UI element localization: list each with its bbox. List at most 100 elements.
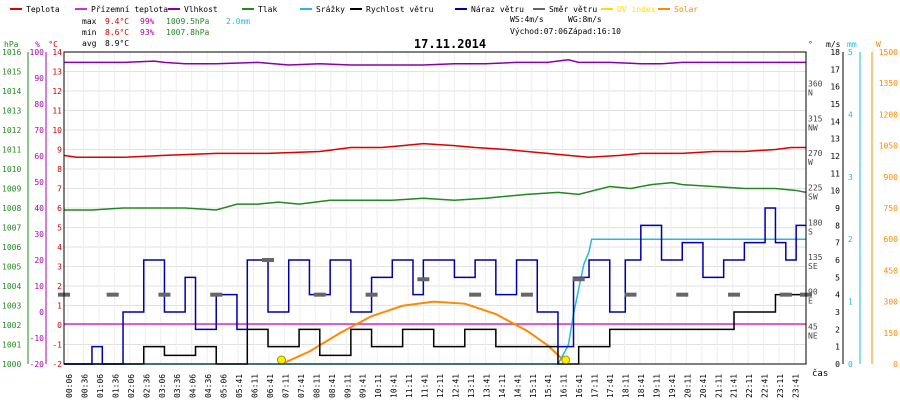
stats-temp: 9.4°C: [105, 17, 129, 26]
tick-label-hpa: 1010: [2, 165, 21, 174]
series-line-teplota: [63, 142, 806, 159]
stats-label: avg: [82, 39, 97, 48]
tick-label-ms: 10: [830, 187, 840, 196]
tick-label-hpa: 1000: [2, 360, 21, 369]
x-tick-label: 21:41: [730, 374, 739, 398]
legend: Teplota Přízemní teplota Vlhkost Tlak Srážky…: [10, 5, 698, 14]
tick-label-degc: 11: [52, 107, 62, 116]
stats-label: min: [82, 28, 97, 37]
tick-label-degc: 3: [57, 263, 62, 272]
tick-label-wm2: 900: [884, 173, 899, 182]
tick-label-pct: -10: [30, 334, 45, 343]
x-tick-label: 01:06: [96, 374, 105, 398]
legend-swatch: [10, 8, 22, 10]
x-tick-label: 23:41: [792, 374, 801, 398]
sunrise-label: Východ:07:06: [510, 27, 568, 36]
x-tick-label: 07:11: [281, 374, 290, 398]
tick-label-degc: 2: [57, 282, 62, 291]
tick-label-degc: 7: [57, 185, 62, 194]
stats-temp: 8.6°C: [105, 28, 129, 37]
tick-label-pct: 60: [34, 152, 44, 161]
tick-label-ms: 6: [835, 256, 840, 265]
legend-swatch: [168, 8, 180, 10]
stats-humidity: 93%: [140, 28, 155, 37]
axis-unit-degc: °C: [48, 40, 58, 49]
x-tick-label: 07:41: [297, 374, 306, 398]
tick-label-degc: 14: [52, 48, 62, 57]
tick-label-pct: 70: [34, 126, 44, 135]
tick-label-degc: 4: [57, 243, 62, 252]
tick-label-ms: 11: [830, 169, 840, 178]
x-tick-label: 05:06: [220, 374, 229, 398]
tick-label-dir: SE: [808, 262, 818, 271]
sunset-label: Západ:16:10: [568, 27, 621, 36]
legend-label: Náraz větru: [471, 5, 524, 14]
tick-label-pct: 0: [39, 308, 44, 317]
axis-unit-wm2: W: [876, 40, 881, 49]
x-tick-label: 09:11: [343, 374, 352, 398]
tick-label-pct: 50: [34, 178, 44, 187]
x-tick-label: 10:11: [374, 374, 383, 398]
tick-label-dir: SW: [808, 193, 818, 202]
tick-label-pct: 80: [34, 100, 44, 109]
tick-label-ms: 5: [835, 273, 840, 282]
tick-label-ms: 15: [830, 100, 840, 109]
tick-label-wm2: 150: [884, 329, 899, 338]
uv-index-marker: [561, 355, 571, 365]
tick-label-ms: 17: [830, 65, 840, 74]
x-tick-label: 16:41: [575, 374, 584, 398]
series-point-wind-direction: [572, 277, 585, 282]
tick-label-hpa: 1005: [2, 263, 21, 272]
x-tick-label: 18:41: [637, 374, 646, 398]
tick-label-mm: 2: [848, 235, 853, 244]
tick-label-hpa: 1014: [2, 87, 21, 96]
tick-label-wm2: 1500: [879, 48, 898, 57]
legend-label: Solar: [674, 5, 698, 14]
legend-label: Směr větru: [549, 5, 597, 14]
tick-label-hpa: 1001: [2, 341, 21, 350]
axis-unit-hpa: hPa: [4, 40, 19, 49]
tick-label-mm: 4: [848, 110, 853, 119]
tick-label-ms: 9: [835, 204, 840, 213]
stats-temp: 8.9°C: [105, 39, 129, 48]
legend-swatch: [455, 8, 467, 10]
x-tick-label: 02:06: [127, 374, 136, 398]
series-line-tlak: [64, 181, 807, 211]
tick-label-hpa: 1011: [2, 146, 21, 155]
tick-label-wm2: 600: [884, 235, 899, 244]
tick-label-degc: 5: [57, 224, 62, 233]
tick-label-ms: 8: [835, 221, 840, 230]
x-tick-label: 18:11: [622, 374, 631, 398]
legend-label: UV index: [617, 5, 656, 14]
legend-label: Tlak: [258, 5, 277, 14]
x-tick-label: 03:36: [173, 374, 182, 398]
tick-label-hpa: 1007: [2, 224, 21, 233]
tick-label-degc: -2: [52, 360, 62, 369]
series-point-wind-direction: [676, 292, 689, 297]
x-tick-label: 16:11: [560, 374, 569, 398]
series-line-n-raz-v-tru: [64, 207, 806, 365]
x-tick-label: 05:41: [235, 374, 244, 398]
tick-label-mm: 5: [848, 48, 853, 57]
axis-unit-deg: °: [808, 40, 813, 49]
tick-label-deg: 135: [808, 253, 823, 262]
x-tick-label: 12:11: [436, 374, 445, 398]
x-tick-label: 00:06: [65, 374, 74, 398]
tick-label-degc: 8: [57, 165, 62, 174]
stats-pressure: 1007.8hPa: [166, 28, 210, 37]
axis-unit-mm: mm: [847, 40, 857, 49]
tick-label-pct: 20: [34, 256, 44, 265]
tick-label-deg: 180: [808, 218, 823, 227]
tick-label-wm2: 450: [884, 266, 899, 275]
legend-label: Teplota: [26, 5, 60, 14]
wind-speed-label: WS:4m/s: [510, 15, 544, 24]
tick-label-pct: 30: [34, 230, 44, 239]
legend-swatch: [350, 8, 362, 10]
tick-label-deg: 360: [808, 80, 823, 89]
tick-label-pct: 100: [30, 48, 45, 57]
x-tick-label: 22:11: [745, 374, 754, 398]
tick-label-wm2: 1350: [879, 79, 898, 88]
tick-label-ms: 12: [830, 152, 840, 161]
tick-label-degc: 12: [52, 87, 62, 96]
tick-label-dir: NW: [808, 123, 818, 132]
